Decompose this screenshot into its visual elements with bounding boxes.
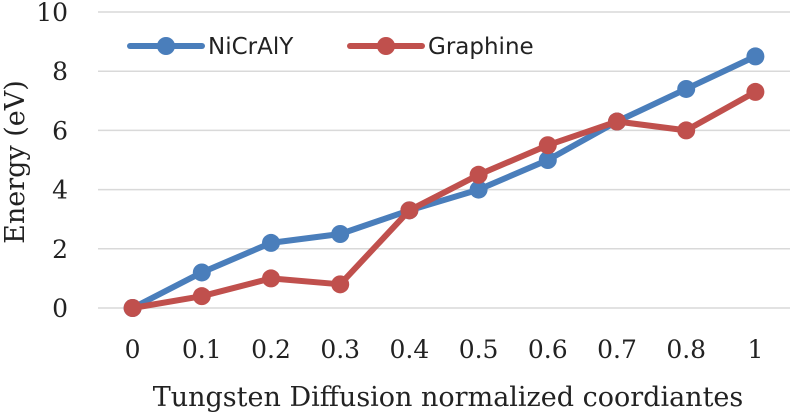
data-point-graphine bbox=[123, 299, 142, 317]
data-point-nicraly bbox=[677, 79, 696, 98]
data-point-graphine bbox=[469, 165, 488, 184]
data-point-graphine bbox=[677, 121, 696, 140]
legend-swatch-marker bbox=[377, 37, 395, 55]
x-tick-label: 0.6 bbox=[528, 335, 568, 364]
series-nicraly bbox=[123, 47, 765, 317]
x-tick-label: 0.3 bbox=[320, 335, 360, 364]
series-graphine bbox=[123, 82, 765, 317]
y-tick-label: 6 bbox=[52, 116, 68, 145]
series-lines bbox=[123, 47, 765, 317]
data-point-graphine bbox=[746, 82, 765, 101]
y-tick-label: 8 bbox=[52, 57, 68, 86]
legend-item-nicraly: NiCrAlY bbox=[127, 34, 294, 60]
data-point-nicraly bbox=[469, 180, 488, 199]
x-tick-label: 0.5 bbox=[459, 335, 499, 364]
data-point-nicraly bbox=[192, 263, 211, 282]
y-axis-tick-labels: 0 2 4 6 8 10 bbox=[36, 0, 68, 323]
data-point-graphine bbox=[400, 201, 419, 220]
data-point-nicraly bbox=[331, 225, 350, 243]
data-point-nicraly bbox=[262, 233, 280, 252]
x-tick-label: 0.4 bbox=[390, 335, 430, 364]
legend-label: NiCrAlY bbox=[208, 34, 294, 60]
legend-swatch-marker bbox=[157, 37, 175, 55]
legend-item-graphine: Graphine bbox=[347, 34, 534, 60]
x-tick-label: 0.7 bbox=[597, 335, 637, 364]
data-point-graphine bbox=[538, 136, 557, 155]
x-tick-label: 1 bbox=[747, 335, 763, 364]
series-line-nicraly bbox=[129, 53, 759, 311]
series-line-graphine bbox=[129, 88, 759, 311]
x-axis-title: Tungsten Diffusion normalized coordiante… bbox=[153, 382, 744, 413]
x-tick-label: 0.1 bbox=[182, 335, 222, 364]
data-point-nicraly bbox=[538, 151, 557, 169]
data-point-graphine bbox=[608, 112, 626, 131]
y-tick-label: 0 bbox=[52, 294, 68, 323]
y-tick-label: 10 bbox=[36, 0, 68, 27]
y-tick-label: 2 bbox=[52, 235, 68, 264]
x-tick-label: 0 bbox=[125, 335, 141, 364]
data-point-graphine bbox=[331, 275, 350, 294]
data-point-nicraly bbox=[746, 47, 765, 66]
x-axis-tick-labels: 0 0.1 0.2 0.3 0.4 0.5 0.6 0.7 0.8 1 bbox=[125, 335, 764, 364]
x-tick-label: 0.8 bbox=[666, 335, 706, 364]
legend-label: Graphine bbox=[428, 34, 534, 60]
data-point-graphine bbox=[262, 269, 280, 288]
x-tick-label: 0.2 bbox=[251, 335, 291, 364]
y-axis-title: Energy (eV) bbox=[0, 80, 31, 244]
legend: NiCrAlY Graphine bbox=[127, 34, 534, 60]
y-tick-label: 4 bbox=[52, 176, 68, 205]
data-point-graphine bbox=[192, 287, 211, 306]
